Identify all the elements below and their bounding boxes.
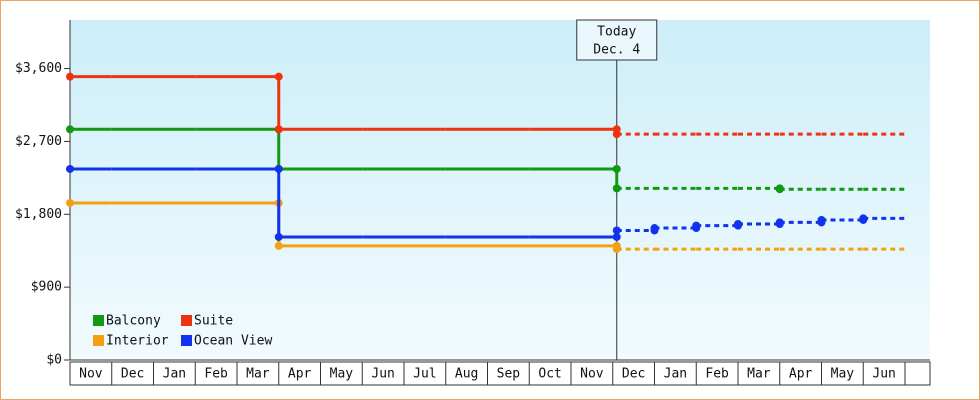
y-tick-label: $1,800: [15, 207, 62, 222]
legend-label: Interior: [106, 334, 169, 349]
x-tick-label: Jun: [371, 367, 394, 382]
x-tick-label: Oct: [538, 367, 561, 382]
x-tick-label: Dec: [622, 367, 645, 382]
y-tick-label: $3,600: [15, 61, 62, 76]
x-tick-label: Jul: [413, 367, 436, 382]
legend-swatch: [181, 315, 192, 326]
change-point: [274, 72, 283, 81]
change-point: [612, 232, 621, 241]
today-label: Today: [597, 25, 636, 40]
legend-label: Balcony: [106, 314, 161, 329]
x-tick-label: Jun: [872, 367, 895, 382]
x-tick-label: Feb: [705, 367, 729, 382]
legend-label: Ocean View: [194, 334, 272, 349]
x-tick-label: May: [330, 367, 354, 382]
x-tick-label: Apr: [288, 367, 312, 382]
x-tick-label: Mar: [747, 367, 771, 382]
x-tick-label: Aug: [455, 367, 478, 382]
x-tick-label: Dec: [121, 367, 144, 382]
y-tick-label: $2,700: [15, 134, 62, 149]
legend-swatch: [93, 335, 104, 346]
change-point: [612, 164, 621, 173]
legend-swatch: [93, 315, 104, 326]
x-tick-label: Nov: [79, 367, 103, 382]
legend-swatch: [181, 335, 192, 346]
y-tick-label: $900: [31, 280, 62, 295]
x-tick-label: Sep: [497, 367, 521, 382]
x-tick-label: Jan: [163, 367, 186, 382]
x-tick-label: Feb: [204, 367, 228, 382]
x-tick-label: Apr: [789, 367, 813, 382]
legend-label: Suite: [194, 314, 233, 329]
today-date: Dec. 4: [593, 43, 640, 58]
today-box: [576, 19, 658, 61]
y-tick-label: $0: [46, 353, 62, 368]
x-tick-label: Jan: [664, 367, 687, 382]
x-tick-label: May: [831, 367, 855, 382]
change-point: [274, 164, 283, 173]
x-tick-label: Mar: [246, 367, 270, 382]
x-axis-box: [69, 361, 931, 386]
x-tick-label: Nov: [580, 367, 604, 382]
